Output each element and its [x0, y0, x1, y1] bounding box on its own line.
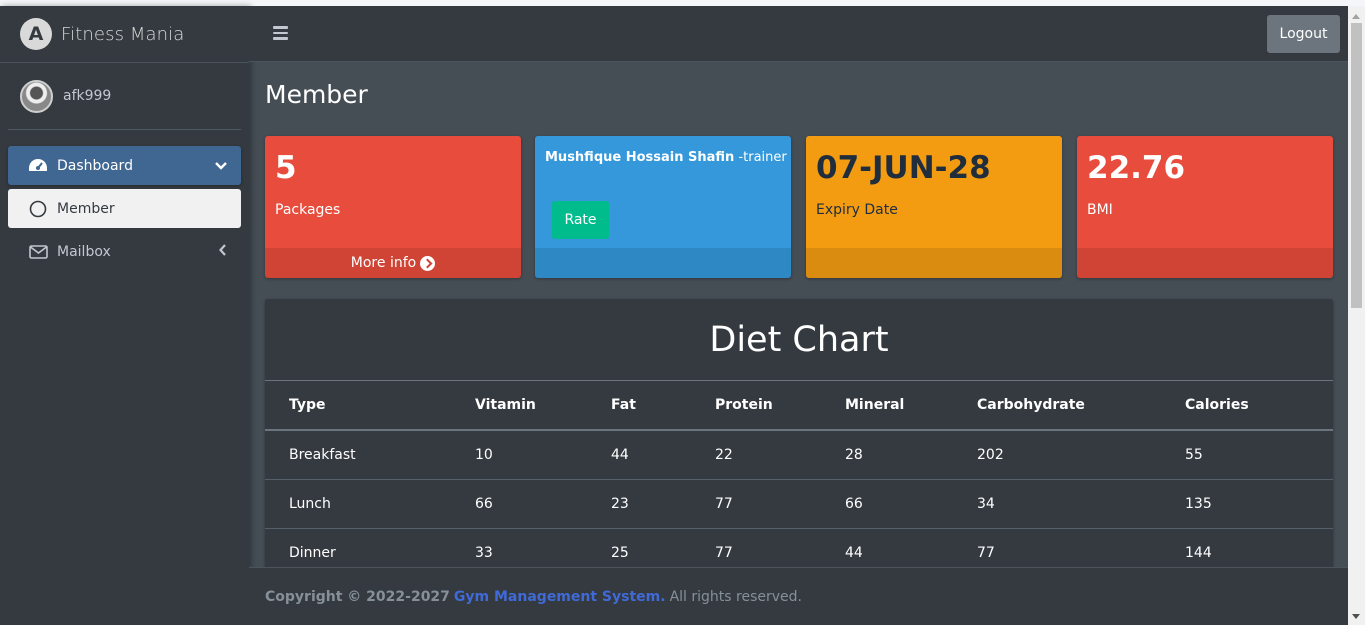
packages-count: 5: [275, 150, 297, 186]
arrow-circle-right-icon: [420, 255, 436, 271]
rights-text: All rights reserved.: [669, 588, 802, 605]
sidebar-item-label: Dashboard: [57, 157, 133, 174]
bmi-box: 22.76 BMI: [1077, 136, 1333, 278]
scroll-down-icon[interactable]: [1352, 614, 1360, 619]
column-header: Calories: [1185, 381, 1333, 431]
brand-link[interactable]: A Fitness Mania: [0, 6, 249, 63]
sidebar-item-label: Mailbox: [57, 243, 111, 260]
table-cell: 77: [715, 479, 845, 529]
tachometer-icon: [28, 158, 48, 174]
more-info-label: More info: [350, 255, 417, 271]
box-footer: [535, 248, 791, 278]
page-scrollbar[interactable]: [1348, 6, 1365, 625]
table-cell: 28: [845, 430, 977, 480]
expiry-date-value: 07-JUN-28: [816, 150, 991, 186]
table-cell: 202: [977, 430, 1185, 480]
expiry-date-label: Expiry Date: [816, 202, 898, 218]
logout-button[interactable]: Logout: [1267, 15, 1340, 53]
table-cell: 135: [1185, 479, 1333, 529]
sidebar-item-mailbox[interactable]: Mailbox: [8, 232, 241, 271]
table-cell: 10: [475, 430, 611, 480]
trainer-info: Mushfique Hossain Shafin -trainer: [545, 150, 787, 165]
diet-chart-card: Diet Chart Type Vitamin Fat Protein Mine…: [265, 299, 1333, 589]
column-header: Vitamin: [475, 381, 611, 431]
table-header-row: Type Vitamin Fat Protein Mineral Carbohy…: [265, 381, 1333, 431]
table-row: Lunch 66 23 77 66 34 135: [265, 479, 1333, 529]
sidebar-item-label: Member: [57, 200, 115, 217]
trainer-name: Mushfique Hossain Shafin: [545, 150, 735, 165]
sidebar-nav: Dashboard Member Mailbox: [0, 146, 249, 271]
circle-icon: [28, 200, 48, 218]
more-info-link[interactable]: More info: [265, 248, 521, 278]
copyright-text: Copyright © 2022-2027: [265, 588, 450, 605]
rate-button[interactable]: Rate: [552, 201, 609, 239]
column-header: Type: [265, 381, 475, 431]
table-cell: 23: [611, 479, 715, 529]
page-footer: Copyright © 2022-2027 Gym Management Sys…: [249, 567, 1348, 625]
envelope-icon: [28, 244, 48, 259]
avatar: [20, 79, 53, 113]
sidebar: A Fitness Mania afk999 Dashboard Member: [0, 6, 249, 625]
brand-logo: A: [20, 18, 52, 50]
table-cell: Lunch: [265, 479, 475, 529]
box-footer: [806, 248, 1062, 278]
expiry-box: 07-JUN-28 Expiry Date: [806, 136, 1062, 278]
diet-table: Type Vitamin Fat Protein Mineral Carbohy…: [265, 381, 1333, 578]
page-title: Member: [265, 80, 368, 109]
table-cell: 66: [475, 479, 611, 529]
user-panel[interactable]: afk999: [8, 63, 241, 130]
chevron-left-icon: [219, 244, 227, 259]
trainer-box: Mushfique Hossain Shafin -trainer Rate: [535, 136, 791, 278]
bmi-value: 22.76: [1087, 150, 1186, 186]
table-cell: 34: [977, 479, 1185, 529]
box-footer: [1077, 248, 1333, 278]
packages-box: 5 Packages More info: [265, 136, 521, 278]
bmi-label: BMI: [1087, 202, 1113, 218]
table-cell: Breakfast: [265, 430, 475, 480]
hamburger-icon[interactable]: [273, 26, 288, 40]
table-cell: 66: [845, 479, 977, 529]
sidebar-item-dashboard[interactable]: Dashboard: [8, 146, 241, 185]
chevron-down-icon: [215, 159, 227, 173]
top-border: [0, 0, 1365, 6]
table-cell: 22: [715, 430, 845, 480]
column-header: Mineral: [845, 381, 977, 431]
scroll-up-icon[interactable]: [1352, 14, 1360, 19]
table-cell: 44: [611, 430, 715, 480]
table-cell: 55: [1185, 430, 1333, 480]
user-name: afk999: [63, 88, 112, 104]
table-row: Breakfast 10 44 22 28 202 55: [265, 430, 1333, 480]
column-header: Carbohydrate: [977, 381, 1185, 431]
top-navbar: Logout: [249, 6, 1348, 62]
column-header: Protein: [715, 381, 845, 431]
packages-label: Packages: [275, 202, 341, 218]
diet-chart-title: Diet Chart: [265, 299, 1333, 381]
column-header: Fat: [611, 381, 715, 431]
footer-link[interactable]: Gym Management System.: [453, 588, 666, 605]
trainer-role: -trainer: [734, 150, 787, 165]
scroll-thumb[interactable]: [1351, 23, 1362, 308]
sidebar-item-member[interactable]: Member: [8, 189, 241, 228]
brand-name: Fitness Mania: [61, 23, 185, 45]
